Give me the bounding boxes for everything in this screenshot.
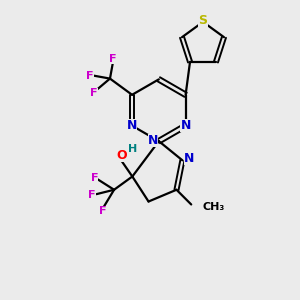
Text: CH₃: CH₃	[202, 202, 225, 212]
Text: F: F	[88, 190, 96, 200]
Text: F: F	[91, 173, 98, 183]
Text: F: F	[98, 206, 106, 216]
Text: O: O	[116, 148, 127, 161]
Text: F: F	[109, 54, 117, 64]
Text: N: N	[180, 119, 191, 132]
Text: H: H	[128, 144, 137, 154]
Text: F: F	[90, 88, 98, 98]
Text: N: N	[127, 119, 137, 132]
Text: S: S	[199, 14, 208, 27]
Text: N: N	[184, 152, 194, 165]
Text: N: N	[148, 134, 158, 147]
Text: F: F	[86, 71, 94, 81]
